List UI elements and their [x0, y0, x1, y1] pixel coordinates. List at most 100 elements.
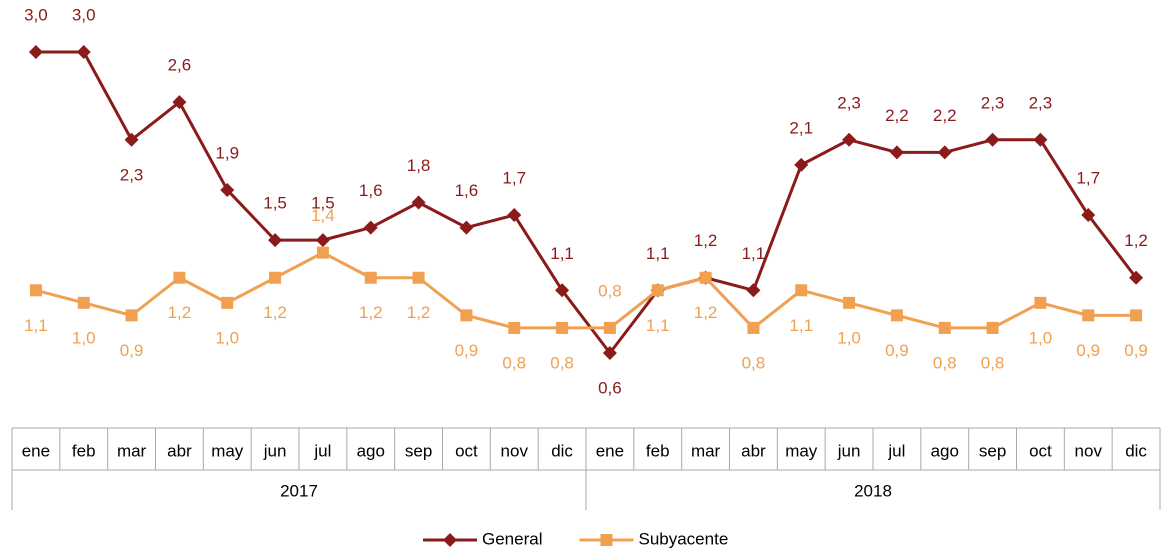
- x-tick-label: abr: [167, 441, 192, 460]
- marker: [315, 233, 330, 248]
- x-tick-label: may: [785, 441, 818, 460]
- data-label: 0,9: [455, 341, 479, 360]
- x-tick-label: ago: [931, 441, 959, 460]
- data-label: 1,2: [407, 303, 431, 322]
- data-label: 2,3: [1029, 93, 1053, 112]
- marker: [443, 533, 457, 547]
- data-label: 1,0: [1029, 328, 1053, 347]
- marker: [603, 321, 616, 334]
- data-label: 3,0: [24, 5, 48, 24]
- marker: [125, 309, 138, 322]
- marker: [508, 321, 521, 334]
- data-label: 0,8: [502, 353, 526, 372]
- data-label: 1,7: [1076, 169, 1100, 188]
- marker: [889, 145, 904, 160]
- marker: [460, 309, 473, 322]
- marker: [890, 309, 903, 322]
- data-label: 1,2: [694, 231, 718, 250]
- marker: [268, 233, 283, 248]
- marker: [269, 271, 282, 284]
- x-group-label: 2018: [854, 481, 892, 500]
- marker: [28, 45, 43, 59]
- marker: [937, 145, 952, 160]
- marker: [843, 296, 856, 309]
- marker: [411, 195, 426, 210]
- legend-label: Subyacente: [638, 529, 728, 548]
- marker: [1034, 296, 1047, 309]
- data-label: 1,1: [550, 244, 574, 263]
- data-label: 2,3: [120, 165, 144, 184]
- data-label: 1,1: [742, 244, 766, 263]
- data-label: 1,2: [168, 303, 192, 322]
- x-tick-label: sep: [979, 441, 1006, 460]
- data-label: 1,6: [359, 181, 383, 200]
- data-label: 1,5: [311, 194, 335, 213]
- data-label: 1,0: [215, 328, 239, 347]
- marker: [316, 246, 329, 259]
- marker: [1081, 208, 1096, 223]
- data-label: 1,5: [263, 194, 287, 213]
- marker: [221, 296, 234, 309]
- marker: [985, 132, 1000, 147]
- x-tick-label: nov: [501, 441, 529, 460]
- data-label: 0,8: [742, 353, 766, 372]
- data-label: 3,0: [72, 5, 96, 24]
- data-label: 1,8: [407, 156, 431, 175]
- marker: [173, 271, 186, 284]
- marker: [1082, 309, 1095, 322]
- marker: [412, 271, 425, 284]
- marker: [76, 45, 91, 59]
- data-label: 0,8: [933, 353, 957, 372]
- data-label: 0,8: [550, 353, 574, 372]
- data-label: 1,0: [72, 328, 96, 347]
- marker: [746, 283, 761, 298]
- x-tick-label: abr: [741, 441, 766, 460]
- marker: [747, 321, 760, 334]
- series-line: [35, 50, 1138, 355]
- x-tick-label: ene: [596, 441, 624, 460]
- x-tick-label: oct: [1029, 441, 1052, 460]
- data-label: 1,1: [646, 316, 670, 335]
- x-tick-label: ago: [357, 441, 385, 460]
- marker: [602, 346, 617, 360]
- x-tick-label: jul: [887, 441, 905, 460]
- data-label: 1,7: [502, 169, 526, 188]
- data-label: 0,9: [1076, 341, 1100, 360]
- marker: [699, 271, 712, 284]
- x-tick-label: mar: [691, 441, 721, 460]
- x-tick-label: may: [211, 441, 244, 460]
- data-label: 1,2: [359, 303, 383, 322]
- data-label: 0,9: [120, 341, 144, 360]
- marker: [795, 284, 808, 297]
- x-tick-label: jun: [837, 441, 861, 460]
- data-label: 2,2: [885, 106, 909, 125]
- marker: [172, 95, 187, 110]
- data-label: 0,6: [598, 378, 622, 397]
- x-tick-label: nov: [1075, 441, 1103, 460]
- marker: [842, 132, 857, 147]
- data-label: 2,1: [789, 118, 813, 137]
- marker: [1033, 132, 1048, 147]
- data-label: 0,9: [885, 341, 909, 360]
- x-tick-label: mar: [117, 441, 147, 460]
- marker: [986, 321, 999, 334]
- marker: [556, 321, 569, 334]
- x-tick-label: feb: [646, 441, 670, 460]
- data-label: 0,8: [981, 353, 1005, 372]
- x-tick-label: dic: [551, 441, 573, 460]
- data-label: 0,9: [1124, 341, 1148, 360]
- x-tick-label: feb: [72, 441, 96, 460]
- marker: [29, 284, 42, 297]
- marker: [124, 132, 139, 147]
- marker: [507, 208, 522, 223]
- x-tick-label: oct: [455, 441, 478, 460]
- data-label: 1,2: [694, 303, 718, 322]
- data-label: 2,6: [168, 56, 192, 75]
- marker: [651, 284, 664, 297]
- marker: [1129, 270, 1144, 285]
- data-label: 1,6: [455, 181, 479, 200]
- legend-label: General: [482, 529, 542, 548]
- data-label: 1,0: [837, 328, 861, 347]
- marker: [600, 534, 613, 546]
